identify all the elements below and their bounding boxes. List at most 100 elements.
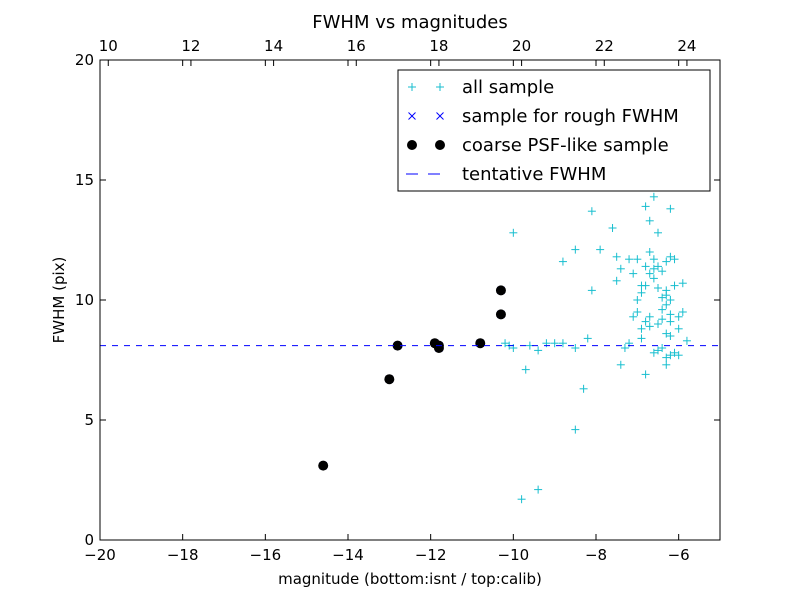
point-all-sample-66 xyxy=(612,252,621,261)
point-all-sample-2 xyxy=(571,425,580,434)
top-axis-tick-label-1: 12 xyxy=(181,37,200,55)
point-all-sample-28 xyxy=(682,336,691,345)
legend-marker-a-coarse-psf-like-sample xyxy=(407,140,417,150)
point-all-sample-54 xyxy=(645,269,654,278)
point-all-sample-31 xyxy=(654,320,662,328)
x-tick-label-4: −12 xyxy=(415,546,447,564)
point-all-sample-9 xyxy=(501,339,510,348)
point-all-sample-58 xyxy=(662,257,671,266)
point-all-sample-47 xyxy=(658,293,667,302)
point-all-sample-50 xyxy=(670,281,679,290)
point-all-sample-13 xyxy=(571,344,580,352)
point-all-sample-70 xyxy=(662,300,671,309)
point-all-sample-60 xyxy=(670,255,679,264)
point-all-sample-25 xyxy=(666,351,675,360)
point-coarse-psf-like-sample-1 xyxy=(384,374,395,385)
point-all-sample-49 xyxy=(666,296,675,304)
plot-frame xyxy=(99,59,721,541)
legend-entry-all-sample: all sample xyxy=(408,77,554,98)
x-tick-label-5: −10 xyxy=(498,546,530,564)
point-all-sample-74 xyxy=(558,257,567,266)
point-all-sample-84 xyxy=(649,192,658,201)
point-all-sample-38 xyxy=(637,324,646,333)
point-all-sample-5 xyxy=(534,346,543,355)
legend: all sample sample for rough FWHM coarse PS… xyxy=(397,69,711,192)
point-all-sample-27 xyxy=(674,351,683,360)
point-all-sample-41 xyxy=(666,332,675,340)
point-all-sample-32 xyxy=(658,305,667,314)
point-all-sample-76 xyxy=(596,245,605,254)
point-all-sample-3 xyxy=(579,384,588,393)
legend-label-sample-for-rough-fwhm: sample for rough FWHM xyxy=(462,106,679,127)
point-all-sample-0 xyxy=(517,495,526,504)
point-all-sample-80 xyxy=(641,202,650,211)
point-all-sample-79 xyxy=(608,224,617,232)
point-all-sample-16 xyxy=(620,344,629,352)
point-all-sample-65 xyxy=(616,264,625,273)
y-axis-label: FWHM (pix) xyxy=(50,257,68,344)
point-all-sample-62 xyxy=(649,255,658,264)
point-all-sample-40 xyxy=(662,329,671,338)
point-coarse-psf-like-sample-0 xyxy=(318,460,329,471)
point-all-sample-12 xyxy=(558,339,567,348)
point-all-sample-55 xyxy=(649,264,658,273)
axes: −20 −18 −16 −14 −12 −10 −8 −6 0 5 10 15 20 10 12 14 16 18… xyxy=(75,37,720,564)
point-all-sample-46 xyxy=(654,284,662,292)
point-all-sample-18 xyxy=(637,334,646,343)
y-tick-label-4: 20 xyxy=(75,51,94,69)
point-all-sample-85 xyxy=(509,228,518,237)
top-axis-tick-label-0: 10 xyxy=(99,37,118,55)
point-all-sample-51 xyxy=(629,269,638,278)
legend-marker-b-all-sample xyxy=(436,83,444,91)
y-tick-label-3: 15 xyxy=(75,171,94,189)
point-all-sample-73 xyxy=(633,296,642,304)
point-all-sample-77 xyxy=(587,286,596,295)
point-all-sample-22 xyxy=(658,344,667,352)
chart-title: FWHM vs magnitudes xyxy=(312,12,507,33)
top-axis-tick-label-5: 20 xyxy=(512,37,531,55)
legend-label-coarse-psf-like-sample: coarse PSF-like sample xyxy=(462,135,669,156)
point-all-sample-39 xyxy=(645,322,654,331)
x-tick-label-6: −8 xyxy=(585,546,607,564)
point-all-sample-30 xyxy=(645,312,654,321)
point-all-sample-56 xyxy=(654,262,662,271)
point-all-sample-83 xyxy=(666,204,675,213)
legend-marker-a-sample-for-rough-fwhm xyxy=(408,112,416,120)
x-tick-label-7: −6 xyxy=(668,546,690,564)
point-all-sample-35 xyxy=(674,324,683,333)
point-all-sample-29 xyxy=(641,317,650,326)
point-all-sample-78 xyxy=(587,207,596,216)
point-all-sample-45 xyxy=(649,274,658,283)
top-axis-tick-label-4: 18 xyxy=(429,37,448,55)
point-all-sample-71 xyxy=(666,310,675,319)
point-all-sample-61 xyxy=(645,248,654,256)
point-all-sample-64 xyxy=(625,255,634,264)
point-all-sample-26 xyxy=(670,348,679,357)
legend-marker-b-coarse-psf-like-sample xyxy=(435,140,445,150)
point-coarse-psf-like-sample-6 xyxy=(475,338,486,349)
point-all-sample-36 xyxy=(678,308,687,316)
point-all-sample-59 xyxy=(666,252,675,261)
x-axis-label: magnitude (bottom:isnt / top:calib) xyxy=(278,570,542,588)
point-all-sample-69 xyxy=(658,315,667,324)
point-all-sample-68 xyxy=(629,312,638,321)
top-axis-tick-label-7: 24 xyxy=(677,37,696,55)
x-tick-label-3: −14 xyxy=(332,546,364,564)
point-all-sample-75 xyxy=(571,245,580,254)
point-all-sample-52 xyxy=(633,255,642,264)
top-axis-tick-label-6: 22 xyxy=(595,37,614,55)
point-all-sample-19 xyxy=(641,370,650,379)
point-all-sample-67 xyxy=(612,276,621,285)
point-all-sample-34 xyxy=(666,317,675,326)
point-all-sample-72 xyxy=(674,312,683,321)
legend-marker-a-sample-for-rough-fwhm-d2 xyxy=(408,112,416,120)
point-coarse-psf-like-sample-7 xyxy=(495,285,506,296)
point-all-sample-48 xyxy=(662,286,671,295)
y-tick-label-2: 10 xyxy=(75,291,94,309)
point-coarse-psf-like-sample-8 xyxy=(495,309,506,320)
point-all-sample-1 xyxy=(534,485,543,494)
legend-box xyxy=(397,69,711,192)
point-all-sample-37 xyxy=(678,279,687,288)
top-axis-tick-label-2: 14 xyxy=(264,37,283,55)
